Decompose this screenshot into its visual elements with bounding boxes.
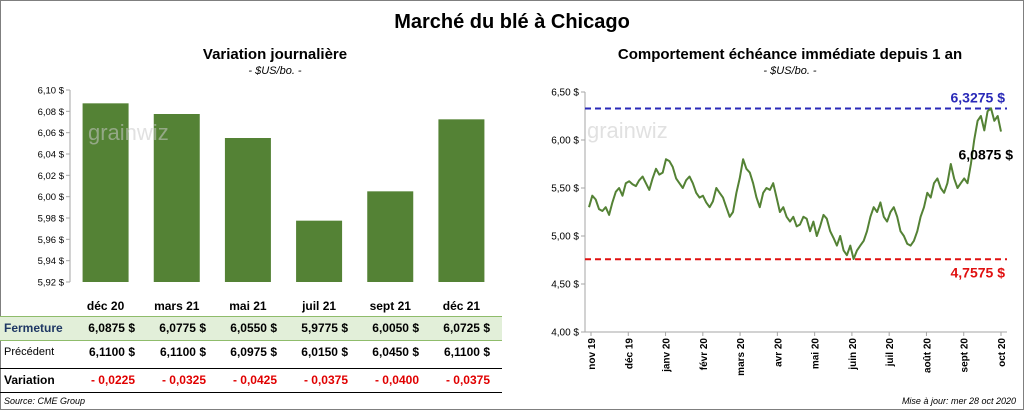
previous-cell: 6,1100 $ xyxy=(443,345,490,359)
line-y-tick-label: 4,00 $ xyxy=(551,328,579,339)
line-x-tick-label: janv 20 xyxy=(662,338,673,373)
line-x-tick-label: mai 20 xyxy=(811,338,822,370)
variation-cell: - 0,0425 xyxy=(232,373,277,387)
watermark-logo: grainwiz xyxy=(88,120,169,145)
bar xyxy=(296,220,343,282)
left-panel-title: Variation journalière xyxy=(202,46,348,63)
watermark-logo: grainwiz xyxy=(587,118,668,143)
variation-row-label: Variation xyxy=(4,373,55,387)
line-x-tick-label: oct 20 xyxy=(997,338,1008,367)
min-value-label: 4,7575 $ xyxy=(951,264,1006,280)
line-x-tick-label: sept 20 xyxy=(960,338,971,373)
previous-cell: 6,0450 $ xyxy=(372,345,419,359)
left-panel-unit: - $US/bo. - xyxy=(248,65,302,77)
variation-row: Variation - 0,0225 - 0,0325 - 0,0425 - 0… xyxy=(0,368,502,393)
bar-y-tick-label: 6,02 $ xyxy=(38,171,65,182)
line-y-tick-label: 6,00 $ xyxy=(551,136,579,147)
bar-category-label: sept 21 xyxy=(370,299,412,313)
bar xyxy=(438,119,485,282)
bar-category-label: déc 21 xyxy=(443,299,481,313)
last-value-label: 6,0875 $ xyxy=(959,147,1014,163)
price-series-line xyxy=(588,107,1002,260)
previous-row-label: Précédent xyxy=(4,346,55,358)
variation-cell: - 0,0375 xyxy=(445,373,490,387)
previous-cell: 6,1100 $ xyxy=(159,345,206,359)
close-row: Fermeture 6,0875 $ 6,0775 $ 6,0550 $ 5,9… xyxy=(0,316,502,341)
close-row-label: Fermeture xyxy=(4,321,63,335)
main-title: Marché du blé à Chicago xyxy=(394,11,630,33)
bar-category-label: déc 20 xyxy=(87,299,125,313)
bar-y-tick-label: 6,10 $ xyxy=(38,86,65,97)
right-panel-title: Comportement échéance immédiate depuis 1… xyxy=(617,46,963,63)
source-note: Source: CME Group xyxy=(4,396,86,406)
close-cell: 6,0775 $ xyxy=(159,321,206,335)
line-x-tick-label: févr 20 xyxy=(699,338,710,371)
close-cell: 6,0875 $ xyxy=(88,321,135,335)
max-value-label: 6,3275 $ xyxy=(951,90,1006,106)
bar xyxy=(367,191,414,282)
close-cell: 6,0050 $ xyxy=(372,321,419,335)
previous-cell: 6,0150 $ xyxy=(301,345,348,359)
bar-y-tick-label: 6,04 $ xyxy=(38,150,65,161)
bar-y-tick-label: 5,98 $ xyxy=(38,214,65,225)
variation-cell: - 0,0325 xyxy=(161,373,206,387)
bar-y-tick-label: 5,92 $ xyxy=(38,278,65,289)
close-cell: 5,9775 $ xyxy=(301,321,348,335)
bar xyxy=(82,103,129,282)
previous-row: Précédent 6,1100 $ 6,1100 $ 6,0975 $ 6,0… xyxy=(0,341,502,364)
right-panel-unit: - $US/bo. - xyxy=(763,65,817,77)
variation-cell: - 0,0375 xyxy=(303,373,348,387)
bar-category-label: juil 21 xyxy=(301,299,336,313)
line-x-tick-label: déc 19 xyxy=(624,338,635,370)
close-cell: 6,0725 $ xyxy=(443,321,490,335)
bar xyxy=(153,114,200,282)
one-year-line-chart: 6,50 $ 6,00 $ 5,50 $ 5,00 $ 4,50 $ 4,00 $ nov … xyxy=(551,88,1014,376)
line-x-tick-label: avr 20 xyxy=(773,338,784,367)
line-y-tick-label: 6,50 $ xyxy=(551,88,579,99)
bar xyxy=(224,138,271,282)
update-note: Mise à jour: mer 28 oct 2020 xyxy=(901,396,1016,406)
bar-category-label: mai 21 xyxy=(229,299,267,313)
variation-cell: - 0,0400 xyxy=(374,373,419,387)
line-y-tick-label: 5,50 $ xyxy=(551,184,579,195)
variation-cell: - 0,0225 xyxy=(90,373,135,387)
previous-cell: 6,1100 $ xyxy=(88,345,135,359)
line-x-tick-label: août 20 xyxy=(922,338,933,373)
daily-variation-bar-chart: 6,10 $ 6,08 $ 6,06 $ 6,04 $ 6,02 $ 6,00 $ 5,98… xyxy=(38,86,485,313)
line-y-tick-label: 5,00 $ xyxy=(551,232,579,243)
previous-cell: 6,0975 $ xyxy=(230,345,277,359)
bar-y-tick-label: 5,96 $ xyxy=(38,235,65,246)
line-x-tick-label: mars 20 xyxy=(736,338,747,376)
close-cell: 6,0550 $ xyxy=(230,321,277,335)
bar-y-tick-label: 6,06 $ xyxy=(38,128,65,139)
line-x-tick-label: juil 20 xyxy=(885,338,896,368)
bar-y-tick-label: 6,08 $ xyxy=(38,107,65,118)
line-x-tick-label: nov 19 xyxy=(587,338,598,370)
bar-category-label: mars 21 xyxy=(154,299,200,313)
bar-y-tick-label: 5,94 $ xyxy=(38,256,65,267)
line-y-tick-label: 4,50 $ xyxy=(551,280,579,291)
line-x-tick-label: juin 20 xyxy=(848,338,859,371)
bar-y-tick-label: 6,00 $ xyxy=(38,192,65,203)
